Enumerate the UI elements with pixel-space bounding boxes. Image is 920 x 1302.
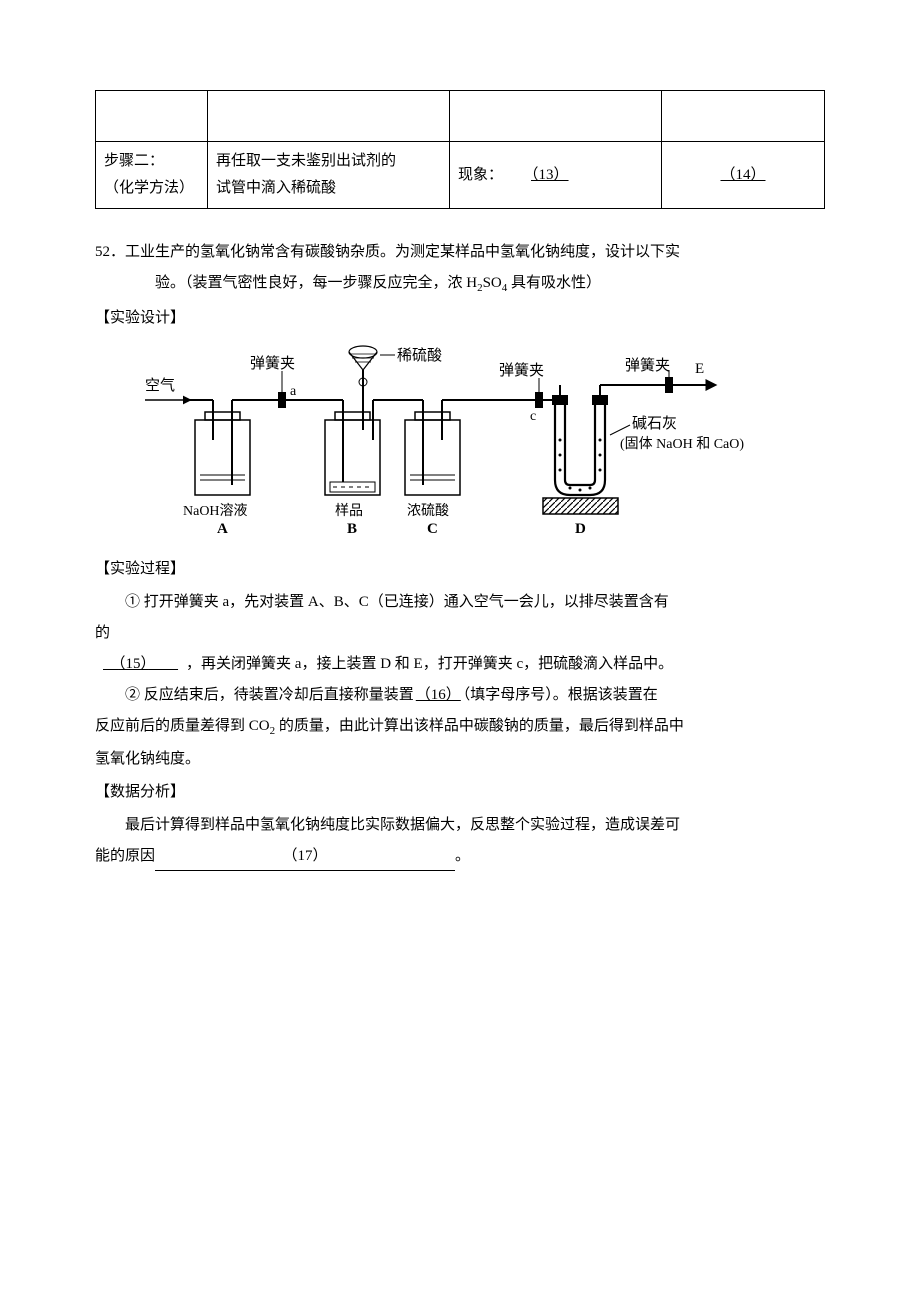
label-air: 空气 (145, 377, 175, 394)
step-2-cont2: 氢氧化钠纯度。 (95, 746, 825, 773)
svg-text:弹簧夹: 弹簧夹 (625, 357, 670, 374)
cell-text: 再任取一支未鉴别出试剂的 (216, 153, 396, 169)
svg-text:碱石灰: 碱石灰 (632, 415, 677, 432)
svg-text:(固体 NaOH 和 CaO): (固体 NaOH 和 CaO) (620, 436, 744, 452)
blank-14: （14） (682, 167, 803, 183)
svg-text:NaOH溶液: NaOH溶液 (183, 503, 248, 519)
procedure-table: 步骤二： （化学方法） 再任取一支未鉴别出试剂的 试管中滴入稀硫酸 现象：（13… (95, 90, 825, 209)
step-2: ② 反应结束后，待装置冷却后直接称量装置（16）（填字母序号）。根据该装置在 (95, 682, 825, 709)
step-2-cont: 反应前后的质量差得到 CO2 的质量，由此计算出该样品中碳酸钠的质量，最后得到样… (95, 713, 825, 742)
section-data-analysis: 【数据分析】 (95, 779, 825, 806)
section-experiment-process: 【实验过程】 (95, 556, 825, 583)
svg-text:浓硫酸: 浓硫酸 (407, 503, 449, 519)
question-text: 工业生产的氢氧化钠常含有碳酸钠杂质。为测定某样品中氢氧化钠纯度，设计以下实 (125, 244, 680, 260)
question-text-line2: 验。（装置气密性良好，每一步骤反应完全，浓 H2SO4 具有吸水性） (95, 270, 825, 299)
section-experiment-design: 【实验设计】 (95, 305, 825, 332)
step-1-blank-line: （15） ，再关闭弹簧夹 a，接上装置 D 和 E，打开弹簧夹 c，把硫酸滴入样… (95, 651, 825, 678)
svg-text:a: a (290, 384, 297, 399)
svg-text:E: E (695, 361, 704, 377)
svg-text:弹簧夹: 弹簧夹 (499, 362, 544, 379)
svg-text:弹簧夹: 弹簧夹 (250, 355, 295, 372)
blank-16: （16） (414, 687, 463, 703)
table-row: 步骤二： （化学方法） 再任取一支未鉴别出试剂的 试管中滴入稀硫酸 现象：（13… (96, 142, 825, 209)
blank-17: （17） (155, 843, 455, 871)
cell-text: （化学方法） (104, 180, 194, 196)
blank-15: （15） (95, 656, 186, 672)
table-row-blank (96, 91, 825, 142)
bottle-a (190, 400, 250, 495)
svg-text:A: A (217, 521, 228, 537)
cell-text: 试管中滴入稀硫酸 (216, 180, 336, 196)
step-1-cont: 的 (95, 620, 825, 647)
svg-text:D: D (575, 521, 586, 537)
svg-text:B: B (347, 521, 357, 537)
analysis-line2: 能的原因（17）。 (95, 843, 825, 871)
question-number: 52． (95, 244, 125, 260)
bottle-b (325, 400, 380, 495)
circled-2: ② (125, 687, 140, 703)
svg-text:c: c (530, 409, 536, 424)
cell-text: 步骤二： (104, 153, 164, 169)
blank-13: （13） (503, 167, 597, 183)
apparatus-diagram: 空气 NaOH溶液 A 弹簧夹 a 稀硫酸 (95, 340, 825, 550)
question-52: 52．工业生产的氢氧化钠常含有碳酸钠杂质。为测定某样品中氢氧化钠纯度，设计以下实 (95, 239, 825, 266)
step-1: ① 打开弹簧夹 a，先对装置 A、B、C（已连接）通入空气一会儿，以排尽装置含有 (95, 589, 825, 616)
u-tube-d (543, 395, 618, 514)
circled-1: ① (125, 594, 140, 610)
svg-text:稀硫酸: 稀硫酸 (397, 347, 442, 364)
svg-text:样品: 样品 (335, 503, 363, 519)
svg-text:C: C (427, 521, 438, 537)
bottle-c (405, 400, 460, 495)
cell-text: 现象： (458, 167, 503, 183)
analysis-line1: 最后计算得到样品中氢氧化钠纯度比实际数据偏大，反思整个实验过程，造成误差可 (95, 812, 825, 839)
